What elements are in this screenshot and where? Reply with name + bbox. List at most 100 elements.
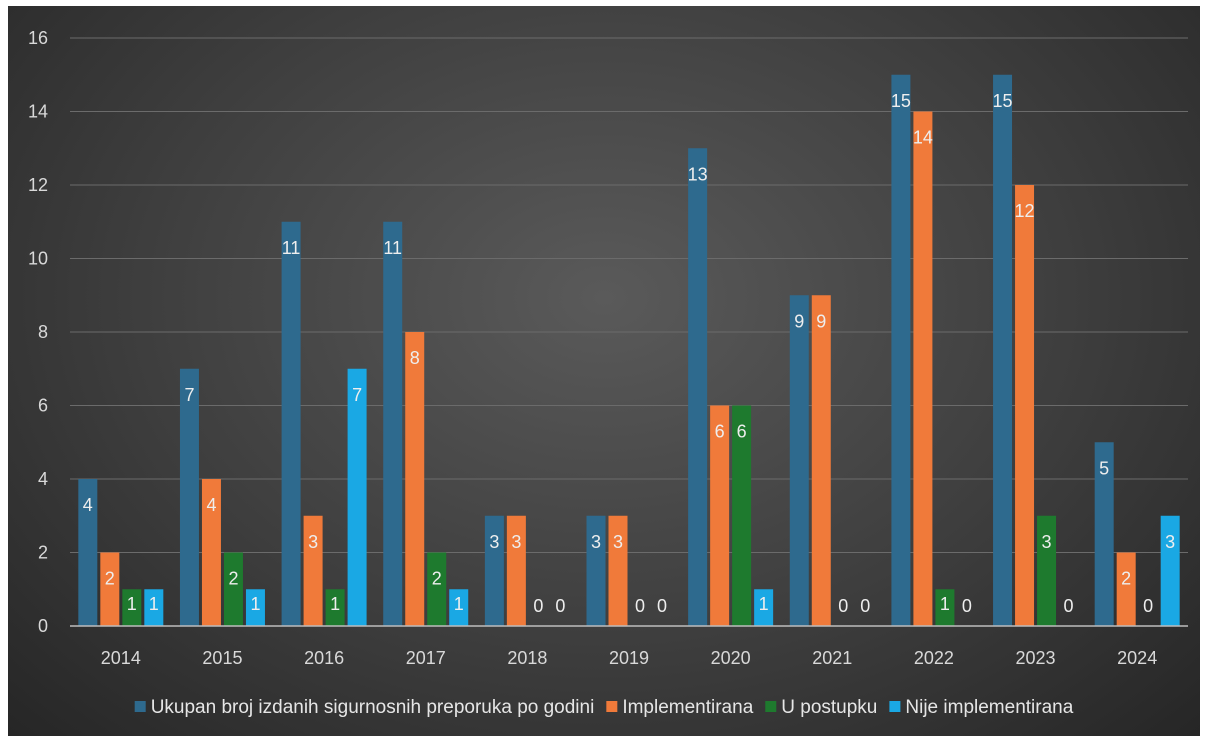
data-label: 3 [308,532,318,552]
bar [811,295,831,626]
data-label: 1 [330,594,340,614]
bar [281,221,301,626]
x-tick-label: 2016 [304,648,344,668]
x-tick-label: 2020 [711,648,751,668]
bar [789,295,809,626]
bar [1160,515,1180,626]
bar [347,368,367,626]
bar [710,405,730,626]
x-tick-label: 2017 [406,648,446,668]
bar [506,515,526,626]
y-tick-label: 10 [28,249,48,269]
bar [484,515,504,626]
bar [1037,515,1057,626]
x-tick-label: 2023 [1016,648,1056,668]
data-label: 0 [533,596,543,616]
data-label: 13 [688,164,708,184]
data-label: 14 [913,128,933,148]
bar [122,589,142,626]
data-label: 8 [410,348,420,368]
legend-label: Nije implementirana [905,697,1073,718]
bar [935,589,955,626]
data-label: 3 [1165,532,1175,552]
bar [78,479,98,626]
y-tick-label: 4 [38,469,48,489]
data-label: 9 [816,311,826,331]
data-label: 2 [228,569,238,589]
data-label: 1 [454,594,464,614]
data-label: 2 [1121,569,1131,589]
data-label: 7 [184,385,194,405]
x-tick-label: 2021 [812,648,852,668]
legend-label: Implementirana [622,697,753,718]
data-label: 11 [282,238,301,258]
x-tick-label: 2018 [507,648,547,668]
data-label: 3 [591,532,601,552]
bar [383,221,403,626]
bar [179,368,199,626]
data-label: 9 [794,311,804,331]
chart-area: 0 2 4 6 8 10 12 14 16 4 2 1 1 2014 7 4 2 1 2015 11 3 1 7 2016 11… [8,6,1200,736]
bar [993,74,1013,626]
y-tick-label: 8 [38,322,48,342]
data-label: 6 [715,422,725,442]
y-tick-label: 16 [28,28,48,48]
legend-label: U postupku [781,697,877,718]
bar [732,405,752,626]
y-tick-label: 14 [28,102,48,122]
data-label: 15 [891,91,911,111]
bar [754,589,774,626]
legend-swatch [134,701,146,712]
data-label: 0 [860,596,870,616]
x-tick-label: 2015 [202,648,242,668]
data-label: 5 [1099,458,1109,478]
bar [325,589,345,626]
legend-swatch [606,701,618,712]
data-label: 0 [1064,596,1074,616]
data-label: 1 [149,594,159,614]
y-tick-label: 0 [38,616,48,636]
data-label: 12 [1015,201,1035,221]
x-tick-label: 2019 [609,648,649,668]
x-tick-label: 2024 [1117,648,1157,668]
bar [1116,552,1136,626]
data-label: 3 [613,532,623,552]
legend-swatch [765,701,777,712]
data-label: 4 [206,495,216,515]
data-label: 0 [1143,596,1153,616]
bar [688,148,708,626]
data-label: 2 [432,569,442,589]
bar [100,552,120,626]
data-label: 6 [737,422,747,442]
data-label: 3 [489,532,499,552]
data-label: 0 [635,596,645,616]
bar [427,552,447,626]
bar [586,515,606,626]
data-label: 15 [993,91,1013,111]
bar [303,515,323,626]
legend-label: Ukupan broj izdanih sigurnosnih preporuk… [151,697,595,718]
data-label: 3 [1042,532,1052,552]
data-label: 7 [352,385,362,405]
data-label: 0 [657,596,667,616]
x-tick-label: 2014 [101,648,141,668]
y-tick-label: 6 [38,396,48,416]
data-label: 3 [511,532,521,552]
bar [1094,442,1114,626]
data-label: 1 [127,594,137,614]
bar [449,589,469,626]
data-label: 0 [555,596,565,616]
data-label: 0 [838,596,848,616]
bar [144,589,164,626]
data-label: 1 [759,594,769,614]
y-tick-label: 12 [28,175,48,195]
bar [405,332,425,626]
bar [891,74,911,626]
data-label: 1 [250,594,260,614]
data-label: 4 [83,495,93,515]
data-label: 1 [940,594,950,614]
data-label: 11 [383,238,402,258]
data-label: 2 [105,569,115,589]
bar [201,479,221,626]
